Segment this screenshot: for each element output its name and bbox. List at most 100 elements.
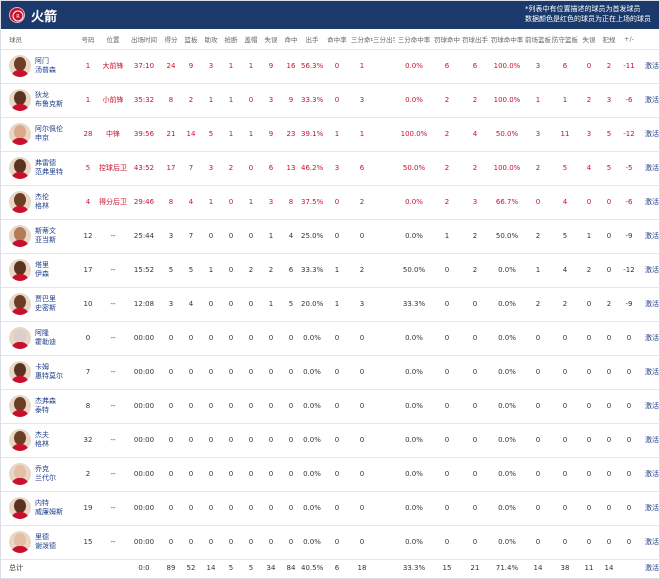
stat-cell-fta: 4 <box>461 117 489 152</box>
stat-cell-reb: 4 <box>181 185 201 220</box>
stat-cell-tpa <box>373 151 395 186</box>
stat-cell-dreb: 1 <box>551 83 579 118</box>
player-cell[interactable]: 阿尔佩伦 申京 <box>1 117 77 152</box>
player-name-link[interactable]: 贾巴里 史密斯 <box>35 295 56 313</box>
rockets-logo-icon: R <box>9 7 25 23</box>
player-name-link[interactable]: 卡姆 惠特莫尔 <box>35 363 63 381</box>
stat-cell-fga: 25.0% <box>301 219 323 254</box>
player-avatar <box>9 531 31 553</box>
player-cell[interactable]: 阿隆 霍勒迪 <box>1 321 77 356</box>
activate-link[interactable]: 激活 <box>639 117 660 152</box>
stat-cell-to2: 0 <box>579 389 599 424</box>
stat-cell-pts: 3 <box>161 219 181 254</box>
player-name-link[interactable]: 里德 谢泼德 <box>35 533 56 551</box>
player-cell[interactable]: 弗雷德 范弗里特 <box>1 151 77 186</box>
table-row: 弗雷德 范弗里特 5 控球后卫 43:52 17 7 3 2 0 6 13 46.2% 3 6 50.0% 2 2… <box>1 151 660 186</box>
player-cell[interactable]: 内特 威廉姆斯 <box>1 491 77 526</box>
player-name-link[interactable]: 阿隆 霍勒迪 <box>35 329 56 347</box>
activate-link[interactable]: 激活 <box>639 151 660 186</box>
stat-cell-tpp: 0.0% <box>395 423 433 458</box>
player-name-link[interactable]: 弗雷德 范弗里特 <box>35 159 63 177</box>
stat-cell-oreb: 1 <box>525 253 551 288</box>
activate-link[interactable]: 激活 <box>639 423 660 458</box>
stat-cell-pm: 0 <box>619 321 639 356</box>
stat-cell-pm: -12 <box>619 117 639 152</box>
stat-cell-tpm: 0 <box>351 219 373 254</box>
stat-cell-ftp: 100.0% <box>489 83 525 118</box>
player-name-link[interactable]: 塔里 伊森 <box>35 261 49 279</box>
stat-cell-to2: 0 <box>579 321 599 356</box>
player-name-line1: 内特 <box>35 499 49 507</box>
stat-cell-reb: 0 <box>181 355 201 390</box>
stat-cell-num: 0 <box>77 321 99 356</box>
stat-cell-ast: 1 <box>201 253 221 288</box>
activate-link[interactable]: 激活 <box>639 49 660 84</box>
stat-cell-pf: 0 <box>599 185 619 220</box>
stat-cell-pos: -- <box>99 219 127 254</box>
stat-cell-fta: 2 <box>461 151 489 186</box>
total-cell-tov: 34 <box>266 563 276 572</box>
player-name-link[interactable]: 阿尔佩伦 申京 <box>35 125 63 143</box>
activate-link[interactable]: 激活 <box>639 389 660 424</box>
player-name-link[interactable]: 杰伦 格林 <box>35 193 49 211</box>
player-cell[interactable]: 贾巴里 史密斯 <box>1 287 77 322</box>
total-cell-to2: 11 <box>584 563 594 572</box>
player-cell[interactable]: 阿门 汤普森 <box>1 49 77 84</box>
player-name-link[interactable]: 阿门 汤普森 <box>35 57 56 75</box>
stat-cell-tov: 2 <box>261 253 281 288</box>
stat-cell-min: 43:52 <box>127 151 161 186</box>
stat-cell-fgm: 16 <box>281 49 301 84</box>
table-row: 卡姆 惠特莫尔 7 -- 00:00 0 0 0 0 0 0 0 0.0% 0 0 0.0% 0 0 0.0% 0 0 0… <box>1 355 660 390</box>
activate-link[interactable]: 激活 <box>639 457 660 492</box>
activate-link[interactable]: 激活 <box>639 491 660 526</box>
table-row: 杰伦 格林 4 得分后卫 29:46 8 4 1 0 1 3 8 37.5% 0 2 0.0% 2 3 66.7% 0… <box>1 185 660 220</box>
player-cell[interactable]: 乔克 兰代尔 <box>1 457 77 492</box>
activate-link[interactable]: 激活 <box>639 321 660 356</box>
stat-cell-stl: 1 <box>221 83 241 118</box>
total-cell-ftm: 15 <box>442 563 452 572</box>
stat-cell-blk: 1 <box>241 185 261 220</box>
stat-cell-ftm: 0 <box>433 321 461 356</box>
player-name-link[interactable]: 斯蒂文 亚当斯 <box>35 227 56 245</box>
player-cell[interactable]: 杰夫 格林 <box>1 423 77 458</box>
stat-cell-ftp: 0.0% <box>489 321 525 356</box>
player-name-link[interactable]: 内特 威廉姆斯 <box>35 499 63 517</box>
stat-cell-oreb: 2 <box>525 219 551 254</box>
player-name-link[interactable]: 乔克 兰代尔 <box>35 465 56 483</box>
activate-link[interactable]: 激活 <box>639 253 660 288</box>
activate-link[interactable]: 激活 <box>639 83 660 118</box>
player-cell[interactable]: 卡姆 惠特莫尔 <box>1 355 77 390</box>
stat-cell-tov: 0 <box>261 389 281 424</box>
stat-cell-min: 25:44 <box>127 219 161 254</box>
stat-cell-pts: 24 <box>161 49 181 84</box>
stat-cell-num: 1 <box>77 49 99 84</box>
total-cell-pm <box>619 559 639 576</box>
table-row: 乔克 兰代尔 2 -- 00:00 0 0 0 0 0 0 0 0.0% 0 0 0.0% 0 0 0.0% 0 0 0 0… <box>1 457 660 492</box>
stat-cell-dreb: 0 <box>551 321 579 356</box>
activate-link[interactable]: 激活 <box>639 355 660 390</box>
activate-link[interactable]: 激活 <box>639 287 660 322</box>
activate-link[interactable]: 激活 <box>639 185 660 220</box>
player-cell[interactable]: 里德 谢泼德 <box>1 525 77 560</box>
player-name-link[interactable]: 狄龙 布鲁克斯 <box>35 91 63 109</box>
player-name-link[interactable]: 杰弗森 泰特 <box>35 397 56 415</box>
stat-cell-fta: 0 <box>461 457 489 492</box>
activate-link[interactable]: 激活 <box>639 219 660 254</box>
activate-link[interactable]: 激活 <box>639 525 660 560</box>
player-cell[interactable]: 狄龙 布鲁克斯 <box>1 83 77 118</box>
totals-activate-link[interactable]: 激活 <box>645 563 659 572</box>
stat-cell-min: 00:00 <box>127 355 161 390</box>
stat-cell-min: 00:00 <box>127 491 161 526</box>
stat-cell-fga: 46.2% <box>301 151 323 186</box>
player-name-link[interactable]: 杰夫 格林 <box>35 431 49 449</box>
stat-cell-pts: 5 <box>161 253 181 288</box>
player-cell[interactable]: 斯蒂文 亚当斯 <box>1 219 77 254</box>
player-cell[interactable]: 杰弗森 泰特 <box>1 389 77 424</box>
player-cell[interactable]: 塔里 伊森 <box>1 253 77 288</box>
stat-cell-fgp: 0 <box>323 355 351 390</box>
stat-cell-fgp: 0 <box>323 457 351 492</box>
stat-cell-fgm: 8 <box>281 185 301 220</box>
player-cell[interactable]: 杰伦 格林 <box>1 185 77 220</box>
stat-cell-blk: 2 <box>241 253 261 288</box>
stat-cell-fgm: 0 <box>281 525 301 560</box>
